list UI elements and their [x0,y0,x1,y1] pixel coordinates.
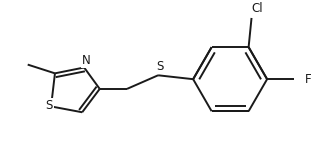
Text: S: S [156,60,164,73]
Text: Cl: Cl [251,2,263,15]
Text: N: N [82,54,90,67]
Text: S: S [45,99,53,112]
Text: F: F [305,73,311,86]
